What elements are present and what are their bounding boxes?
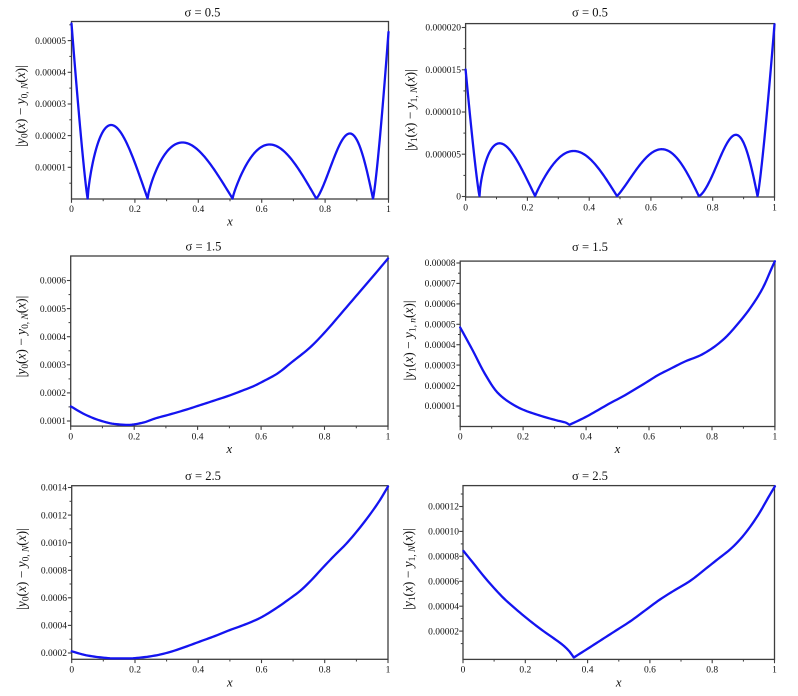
- svg-text:1: 1: [773, 433, 778, 443]
- svg-text:|y0(x) − y0, N(x)|: |y0(x) − y0, N(x)|: [13, 65, 31, 147]
- svg-text:x: x: [225, 442, 232, 456]
- svg-text:0.2: 0.2: [129, 666, 141, 676]
- svg-text:0.00004: 0.00004: [35, 69, 66, 79]
- svg-text:0.2: 0.2: [517, 433, 529, 443]
- svg-text:0.00004: 0.00004: [425, 341, 456, 351]
- svg-text:0.00005: 0.00005: [35, 37, 66, 47]
- svg-text:0.00006: 0.00006: [425, 300, 456, 310]
- svg-text:0.00001: 0.00001: [35, 164, 66, 174]
- svg-text:0.6: 0.6: [256, 205, 268, 215]
- svg-text:0.0008: 0.0008: [41, 567, 67, 577]
- svg-text:0.8: 0.8: [319, 666, 331, 676]
- svg-text:1: 1: [386, 666, 391, 676]
- svg-text:0.00003: 0.00003: [425, 361, 456, 371]
- svg-text:0.0012: 0.0012: [41, 511, 67, 521]
- svg-text:0.00008: 0.00008: [428, 553, 459, 563]
- svg-text:0.6: 0.6: [255, 432, 267, 442]
- svg-text:0.0010: 0.0010: [41, 539, 67, 549]
- svg-text:0.00004: 0.00004: [428, 602, 459, 612]
- svg-text:x: x: [226, 675, 233, 689]
- svg-text:0.8: 0.8: [707, 203, 719, 213]
- svg-text:x: x: [614, 442, 621, 456]
- svg-text:x: x: [615, 675, 622, 689]
- svg-text:0: 0: [68, 432, 73, 442]
- svg-text:0.00003: 0.00003: [35, 100, 66, 110]
- svg-text:0: 0: [69, 666, 74, 676]
- svg-text:0: 0: [456, 193, 461, 203]
- svg-text:σ = 2.5: σ = 2.5: [572, 469, 608, 483]
- svg-text:0.00008: 0.00008: [425, 259, 456, 269]
- svg-text:0: 0: [458, 433, 463, 443]
- svg-text:|y1(x) − y1, n(x)|: |y1(x) − y1, n(x)|: [401, 300, 419, 380]
- svg-text:0.6: 0.6: [643, 433, 655, 443]
- svg-text:0.0003: 0.0003: [40, 361, 66, 371]
- svg-text:0.2: 0.2: [128, 432, 140, 442]
- svg-text:0.4: 0.4: [580, 433, 592, 443]
- svg-text:σ = 0.5: σ = 0.5: [572, 6, 608, 20]
- svg-text:1: 1: [772, 203, 777, 213]
- svg-text:0.0002: 0.0002: [40, 389, 66, 399]
- svg-text:0.0006: 0.0006: [41, 594, 67, 604]
- svg-text:0.000005: 0.000005: [425, 150, 461, 160]
- svg-text:|y0(x) − y0, N(x)|: |y0(x) − y0, N(x)|: [14, 528, 32, 610]
- svg-text:0: 0: [461, 666, 466, 676]
- svg-text:σ = 2.5: σ = 2.5: [185, 469, 221, 483]
- svg-text:0.4: 0.4: [192, 666, 204, 676]
- svg-text:σ = 1.5: σ = 1.5: [572, 240, 608, 254]
- svg-text:0.8: 0.8: [319, 205, 331, 215]
- svg-text:0.00001: 0.00001: [425, 402, 456, 412]
- svg-text:0.00005: 0.00005: [425, 321, 456, 331]
- svg-text:0.0005: 0.0005: [40, 305, 66, 315]
- svg-text:0.00002: 0.00002: [428, 627, 459, 637]
- svg-text:0.4: 0.4: [583, 203, 595, 213]
- svg-text:0.0006: 0.0006: [40, 277, 66, 287]
- svg-text:x: x: [616, 214, 623, 228]
- svg-text:0.00002: 0.00002: [35, 132, 66, 142]
- svg-text:0.4: 0.4: [192, 205, 204, 215]
- svg-text:0.8: 0.8: [319, 432, 331, 442]
- svg-text:1: 1: [386, 205, 391, 215]
- svg-text:|y1(x) − y1, N(x)|: |y1(x) − y1, N(x)|: [401, 528, 419, 610]
- svg-text:0.00012: 0.00012: [428, 503, 459, 513]
- svg-text:0.2: 0.2: [129, 205, 141, 215]
- svg-text:0.0002: 0.0002: [41, 649, 67, 659]
- svg-text:0.8: 0.8: [706, 666, 718, 676]
- svg-text:0.00007: 0.00007: [425, 280, 456, 290]
- svg-text:0.8: 0.8: [706, 433, 718, 443]
- svg-text:0.2: 0.2: [521, 203, 533, 213]
- svg-text:0.000010: 0.000010: [425, 108, 461, 118]
- svg-text:0.4: 0.4: [192, 432, 204, 442]
- svg-text:1: 1: [772, 666, 777, 676]
- svg-text:0.000015: 0.000015: [425, 66, 461, 76]
- svg-text:0.4: 0.4: [582, 666, 594, 676]
- svg-text:1: 1: [386, 432, 391, 442]
- svg-text:0.00002: 0.00002: [425, 382, 456, 392]
- svg-text:|y0(x) − y0, N(x)|: |y0(x) − y0, N(x)|: [14, 296, 32, 378]
- svg-text:|y1(x) − y1, N(x)|: |y1(x) − y1, N(x)|: [403, 69, 421, 151]
- svg-text:0.0001: 0.0001: [40, 417, 66, 427]
- svg-text:σ = 1.5: σ = 1.5: [186, 240, 222, 254]
- svg-text:0.0014: 0.0014: [41, 484, 67, 494]
- svg-text:0.6: 0.6: [644, 666, 656, 676]
- svg-text:0.000020: 0.000020: [425, 24, 461, 34]
- svg-text:0.0004: 0.0004: [41, 622, 67, 632]
- svg-text:0: 0: [69, 205, 74, 215]
- svg-text:0.6: 0.6: [256, 666, 268, 676]
- svg-text:0.0004: 0.0004: [40, 333, 66, 343]
- svg-text:0.00010: 0.00010: [428, 528, 459, 538]
- svg-text:0.00006: 0.00006: [428, 578, 459, 588]
- svg-text:0.6: 0.6: [645, 203, 657, 213]
- svg-text:0: 0: [463, 203, 468, 213]
- svg-text:0.2: 0.2: [519, 666, 531, 676]
- svg-text:x: x: [226, 215, 233, 229]
- svg-text:σ = 0.5: σ = 0.5: [185, 6, 221, 20]
